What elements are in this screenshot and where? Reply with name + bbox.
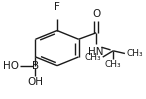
Text: OH: OH xyxy=(27,77,44,87)
Text: HN: HN xyxy=(88,47,104,57)
Text: B: B xyxy=(32,61,39,71)
Text: O: O xyxy=(92,9,100,19)
Text: CH₃: CH₃ xyxy=(105,60,121,69)
Text: CH₃: CH₃ xyxy=(126,49,143,58)
Text: HO: HO xyxy=(3,61,19,71)
Text: F: F xyxy=(54,2,60,12)
Text: CH₃: CH₃ xyxy=(85,53,101,62)
